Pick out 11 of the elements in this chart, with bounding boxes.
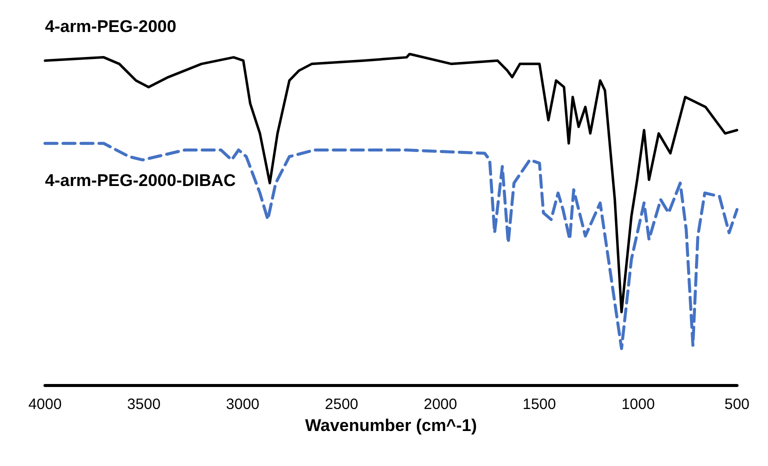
series-label: 4-arm-PEG-2000-DIBAC [45, 171, 236, 190]
x-tick-label: 2000 [424, 396, 458, 413]
x-tick-label: 1500 [522, 396, 556, 413]
series-label: 4-arm-PEG-2000 [45, 17, 176, 36]
x-tick-label: 3000 [226, 396, 260, 413]
x-tick-label: 1000 [621, 396, 655, 413]
x-tick-label: 3500 [127, 396, 161, 413]
x-tick-label: 4000 [28, 396, 62, 413]
x-axis-title: Wavenumber (cm^-1) [305, 416, 477, 435]
x-tick-label: 500 [724, 396, 750, 413]
x-tick-label: 2500 [324, 396, 358, 413]
